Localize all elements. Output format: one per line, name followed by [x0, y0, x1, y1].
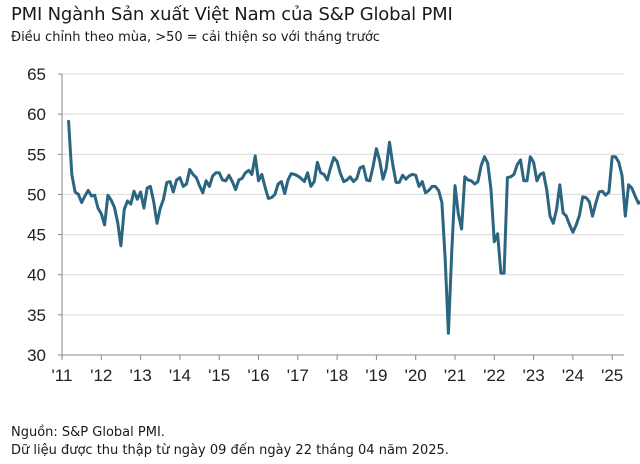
chart-title: PMI Ngành Sản xuất Việt Nam của S&P Glob… — [11, 4, 453, 25]
y-tick-label: 50 — [27, 185, 46, 204]
chart-subtitle: Điều chỉnh theo mùa, >50 = cải thiện so … — [11, 30, 380, 45]
gridlines — [62, 73, 624, 316]
x-tick-label: '15 — [208, 366, 230, 385]
x-tick-label: '18 — [326, 366, 348, 385]
x-tick-label: '25 — [601, 366, 623, 385]
x-tick-label: '24 — [562, 366, 584, 385]
x-tick-label: '12 — [90, 366, 112, 385]
x-tick-label: '13 — [130, 366, 152, 385]
x-tick-label: '19 — [365, 366, 387, 385]
x-tick-label: '20 — [405, 366, 427, 385]
y-tick-label: 30 — [27, 346, 46, 365]
series-line-pmi — [67, 119, 640, 335]
source-note: Nguồn: S&P Global PMI. — [11, 425, 165, 440]
x-tick-label: '21 — [444, 366, 466, 385]
x-tick-label: '16 — [247, 366, 269, 385]
x-tick-label: '23 — [523, 366, 545, 385]
y-axis: 65 60 55 50 45 40 35 30 — [27, 65, 63, 365]
x-axis: '11 '12 '13 '14 '15 '16 '17 '18 '19 '20 '21 '22 '23 '… — [52, 354, 624, 385]
y-tick-label: 40 — [27, 266, 46, 285]
y-tick-label: 35 — [27, 306, 46, 325]
x-tick-label: '22 — [483, 366, 505, 385]
data-collection-note: Dữ liệu được thu thập từ ngày 09 đến ngà… — [11, 443, 449, 458]
y-tick-label: 45 — [27, 226, 46, 245]
y-tick-label: 55 — [27, 145, 46, 164]
x-tick-label: '11 — [52, 366, 73, 385]
y-tick-label: 60 — [27, 105, 46, 124]
x-tick-label: '17 — [287, 366, 309, 385]
y-tick-label: 65 — [27, 65, 46, 84]
x-tick-label: '14 — [169, 366, 191, 385]
